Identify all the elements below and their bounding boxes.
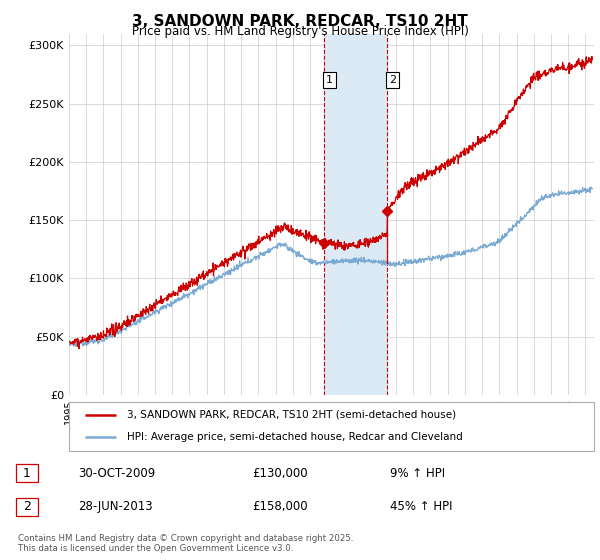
Bar — [324, 34, 387, 395]
Text: £130,000: £130,000 — [252, 466, 308, 480]
Text: HPI: Average price, semi-detached house, Redcar and Cleveland: HPI: Average price, semi-detached house,… — [127, 432, 463, 442]
Text: 30-OCT-2009: 30-OCT-2009 — [78, 466, 155, 480]
Text: 28-JUN-2013: 28-JUN-2013 — [78, 500, 152, 514]
Text: Price paid vs. HM Land Registry's House Price Index (HPI): Price paid vs. HM Land Registry's House … — [131, 25, 469, 38]
Text: £158,000: £158,000 — [252, 500, 308, 514]
Text: 3, SANDOWN PARK, REDCAR, TS10 2HT (semi-detached house): 3, SANDOWN PARK, REDCAR, TS10 2HT (semi-… — [127, 410, 456, 420]
Text: 2: 2 — [23, 500, 31, 514]
Text: 45% ↑ HPI: 45% ↑ HPI — [390, 500, 452, 514]
Text: 1: 1 — [326, 75, 333, 85]
Text: 9% ↑ HPI: 9% ↑ HPI — [390, 466, 445, 480]
Text: Contains HM Land Registry data © Crown copyright and database right 2025.
This d: Contains HM Land Registry data © Crown c… — [18, 534, 353, 553]
Text: 3, SANDOWN PARK, REDCAR, TS10 2HT: 3, SANDOWN PARK, REDCAR, TS10 2HT — [132, 14, 468, 29]
Text: 2: 2 — [389, 75, 396, 85]
Text: 1: 1 — [23, 466, 31, 480]
